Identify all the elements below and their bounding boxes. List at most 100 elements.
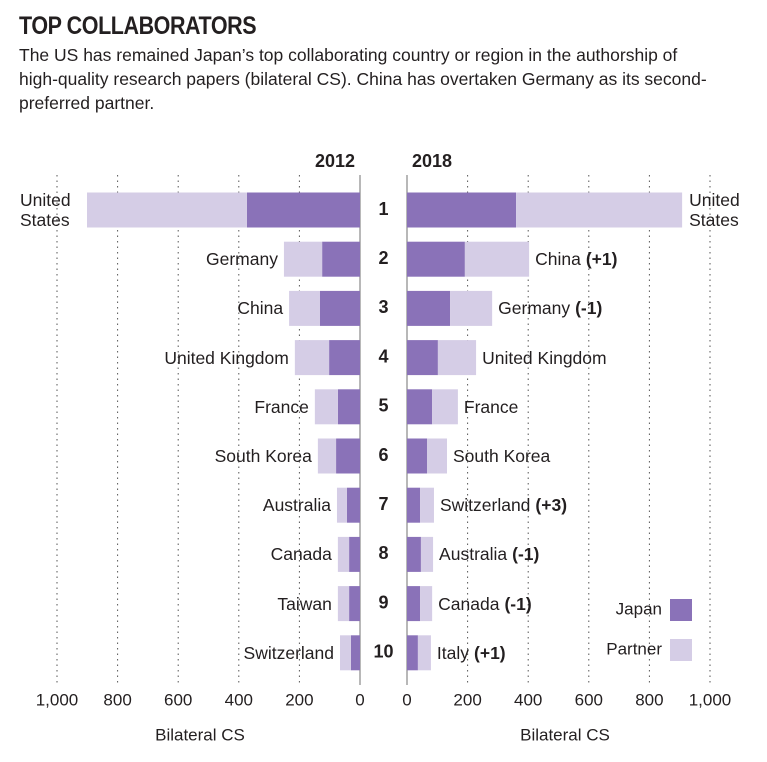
category-name: Germany — [205, 249, 278, 270]
bar-segment — [450, 290, 493, 326]
category-name: United Kingdom — [164, 347, 289, 368]
bar-segment — [86, 192, 247, 228]
category-name: South Korea — [452, 446, 551, 466]
bar-segment — [289, 290, 321, 326]
category-name: Italy — [436, 642, 470, 663]
category-label: Australia (-1) — [439, 544, 539, 564]
x-tick-label: 400 — [514, 690, 542, 709]
bar-segment — [407, 389, 433, 425]
x-tick-label: 400 — [225, 690, 253, 709]
bar-segment — [329, 340, 360, 376]
bar-segment — [437, 340, 477, 376]
rank: 2 — [378, 248, 388, 268]
bar-segment — [407, 241, 465, 277]
category-name: Taiwan — [277, 593, 332, 614]
rank-change: (+3) — [535, 495, 568, 516]
x-tick-label: 1,000 — [689, 690, 732, 709]
rank-change: (+1) — [585, 249, 618, 270]
category-label: Canada (-1) — [438, 594, 532, 614]
category-name: Australia — [262, 495, 331, 516]
bar-segment — [407, 487, 421, 523]
rank: 1 — [378, 199, 388, 219]
category-name: Canada — [438, 593, 500, 614]
bar-segment — [336, 438, 360, 474]
category-label: China (+1) — [535, 249, 617, 269]
rank-change: (+1) — [474, 642, 506, 663]
category-label: Switzerland — [244, 643, 334, 663]
rank-change: (-1) — [504, 593, 532, 614]
category-name: United States — [689, 190, 740, 230]
category-name: Australia — [439, 544, 508, 565]
category-name: Switzerland — [243, 642, 335, 663]
category-label: Germany — [206, 249, 278, 269]
bar-segment — [337, 536, 350, 572]
rank: 6 — [378, 445, 388, 465]
x-tick-label: 600 — [575, 690, 603, 709]
legend-swatch — [670, 599, 692, 621]
category-name: China — [237, 298, 284, 319]
rank: 3 — [378, 297, 388, 317]
category-label: United States — [689, 190, 751, 230]
bar-segment — [337, 389, 360, 425]
title: TOP COLLABORATORS — [19, 12, 257, 40]
rank: 8 — [378, 543, 388, 563]
bar-segment — [420, 536, 434, 572]
bar-segment — [407, 192, 517, 228]
rank: 5 — [378, 396, 388, 416]
bar-segment — [246, 192, 360, 228]
bar-segment — [317, 438, 337, 474]
category-label: Taiwan — [277, 594, 331, 614]
rank: 9 — [378, 592, 388, 612]
bar-segment — [432, 389, 458, 425]
category-label: Australia — [263, 495, 331, 515]
x-axis-label: Bilateral CS — [520, 725, 610, 744]
bar-segment — [349, 536, 360, 572]
bar-segment — [407, 340, 438, 376]
bar-segment — [322, 241, 360, 277]
x-tick-label: 200 — [285, 690, 313, 709]
category-label: China — [237, 298, 283, 318]
category-label: South Korea — [453, 446, 550, 466]
panel-title: 2012 — [315, 151, 355, 171]
category-name: Germany — [498, 298, 571, 319]
legend-label: Japan — [616, 599, 662, 618]
x-tick-label: 1,000 — [36, 690, 79, 709]
rank: 7 — [378, 494, 388, 514]
category-name: France — [254, 396, 309, 417]
category-name: United States — [20, 190, 71, 230]
bar-segment — [516, 192, 683, 228]
bar-segment — [294, 340, 330, 376]
category-label: France — [464, 397, 518, 417]
bar-segment — [464, 241, 530, 277]
bar-segment — [420, 487, 434, 523]
x-axis-label: Bilateral CS — [155, 725, 245, 744]
bar-segment — [350, 635, 360, 671]
x-tick-label: 0 — [402, 690, 411, 709]
category-name: China — [535, 249, 581, 270]
x-tick-label: 200 — [453, 690, 481, 709]
category-label: United Kingdom — [482, 348, 607, 368]
x-tick-label: 800 — [635, 690, 663, 709]
bar-segment — [340, 635, 351, 671]
category-label: United Kingdom — [164, 348, 289, 368]
category-name: United Kingdom — [482, 347, 607, 368]
bar-segment — [420, 586, 433, 622]
category-label: South Korea — [215, 446, 312, 466]
x-tick-label: 800 — [103, 690, 131, 709]
category-label: France — [254, 397, 308, 417]
category-label: Switzerland (+3) — [440, 495, 567, 515]
bar-segment — [283, 241, 323, 277]
category-label: Canada — [271, 544, 332, 564]
x-tick-label: 0 — [355, 690, 364, 709]
x-tick-label: 600 — [164, 690, 192, 709]
bar-segment — [320, 290, 360, 326]
category-label: United States — [20, 190, 82, 230]
category-name: France — [463, 396, 519, 417]
bar-segment — [407, 536, 421, 572]
category-name: Switzerland — [439, 495, 531, 516]
category-label: Germany (-1) — [498, 298, 602, 318]
bar-segment — [417, 635, 431, 671]
bar-segment — [346, 487, 360, 523]
